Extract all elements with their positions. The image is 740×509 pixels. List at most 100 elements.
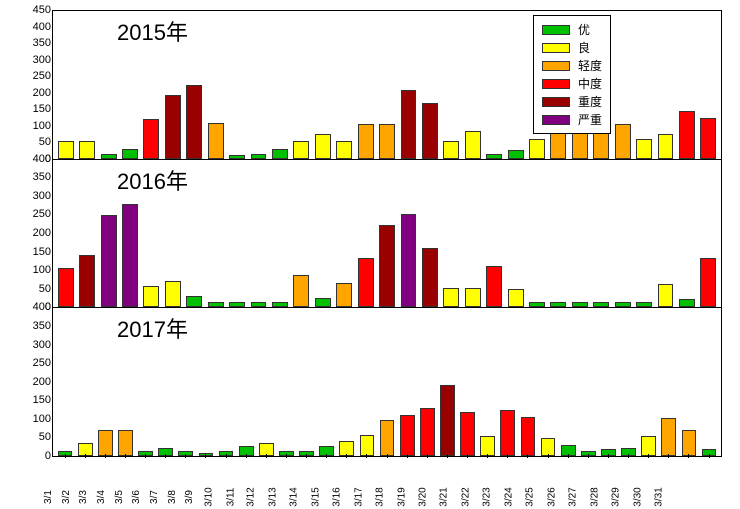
bar-slot	[313, 160, 332, 308]
bar-slot	[96, 308, 114, 456]
bar	[358, 258, 374, 307]
y-tick-label: 400	[11, 22, 51, 33]
legend-swatch	[542, 97, 570, 107]
bar	[143, 286, 159, 307]
bar-slot	[292, 160, 311, 308]
bar	[529, 139, 545, 159]
bar	[122, 149, 138, 159]
air-quality-chart: 0501001502002503003504004502015年优良轻度中度重度…	[10, 10, 730, 499]
y-tick-label: 350	[11, 321, 51, 332]
panel-stack: 0501001502002503003504004502015年优良轻度中度重度…	[52, 10, 722, 457]
bar-slot	[56, 11, 75, 159]
bar	[379, 124, 395, 158]
bar-slot	[656, 160, 675, 308]
bar	[443, 141, 459, 159]
y-tick-label: 300	[11, 191, 51, 202]
y-tick-label: 100	[11, 121, 51, 132]
panel-2: 0501001502002503003504002017年	[52, 307, 722, 457]
legend-label: 中度	[578, 75, 602, 92]
bar-slot	[479, 308, 497, 456]
y-axis-labels: 050100150200250300350400	[11, 302, 51, 462]
bar	[315, 134, 331, 159]
bar	[636, 139, 652, 159]
bar	[58, 141, 74, 159]
bars-area	[53, 308, 721, 456]
y-tick-label: 200	[11, 228, 51, 239]
bar-slot	[418, 308, 436, 456]
y-axis-labels: 050100150200250300350400450	[11, 5, 51, 165]
bar	[98, 430, 113, 456]
bar-slot	[56, 160, 75, 308]
bar-slot	[163, 11, 182, 159]
bar-slot	[570, 160, 589, 308]
y-tick-label: 50	[11, 284, 51, 295]
bar-slot	[356, 160, 375, 308]
bar-slot	[378, 308, 396, 456]
bar-slot	[677, 11, 696, 159]
legend-item: 良	[542, 39, 602, 56]
bar	[358, 124, 374, 158]
bar	[400, 415, 415, 456]
y-tick-label: 150	[11, 395, 51, 406]
y-tick-label: 450	[11, 5, 51, 16]
bar-slot	[298, 308, 316, 456]
bar-slot	[257, 308, 275, 456]
x-ticks	[53, 454, 721, 458]
bar	[79, 255, 95, 308]
bar-slot	[163, 160, 182, 308]
legend-label: 严重	[578, 111, 602, 128]
bar-slot	[539, 308, 557, 456]
bar-slot	[620, 308, 638, 456]
bar	[379, 225, 395, 307]
bar-slot	[318, 308, 336, 456]
y-tick-label: 350	[11, 38, 51, 49]
bar	[422, 248, 438, 307]
bar	[208, 123, 224, 159]
bar-slot	[76, 308, 94, 456]
bar	[118, 430, 133, 456]
x-axis-labels: 3/13/23/33/43/53/63/73/83/93/103/113/123…	[52, 459, 722, 499]
bar	[336, 283, 352, 308]
y-tick-label: 400	[11, 154, 51, 165]
bar-slot	[157, 308, 175, 456]
bar-slot	[120, 160, 139, 308]
bar-slot	[77, 160, 96, 308]
bar-slot	[177, 308, 195, 456]
bar-slot	[592, 160, 611, 308]
bar-slot	[640, 308, 658, 456]
y-tick-label: 250	[11, 358, 51, 369]
y-tick-label: 0	[11, 451, 51, 462]
bar	[700, 118, 716, 159]
bar	[293, 275, 309, 308]
bar	[508, 150, 524, 158]
bar-slot	[277, 308, 295, 456]
legend-item: 严重	[542, 111, 602, 128]
bar-slot	[270, 11, 289, 159]
bar	[422, 103, 438, 159]
legend-label: 重度	[578, 93, 602, 110]
bar-slot	[358, 308, 376, 456]
y-tick-label: 200	[11, 377, 51, 388]
bar-slot	[442, 11, 461, 159]
bar-slot	[634, 160, 653, 308]
bar-slot	[99, 11, 118, 159]
bar-slot	[206, 11, 225, 159]
bar-slot	[197, 308, 215, 456]
bar	[58, 268, 74, 307]
bar-slot	[506, 11, 525, 159]
bar-slot	[399, 11, 418, 159]
bar	[679, 299, 695, 307]
legend-item: 轻度	[542, 57, 602, 74]
bar-slot	[613, 11, 632, 159]
bar	[293, 141, 309, 159]
bar-slot	[249, 160, 268, 308]
legend-label: 优	[578, 21, 590, 38]
bar	[336, 141, 352, 159]
bar-slot	[237, 308, 255, 456]
bar	[165, 95, 181, 159]
bar-slot	[699, 160, 718, 308]
bar-slot	[249, 11, 268, 159]
bar	[443, 288, 459, 308]
y-tick-label: 350	[11, 172, 51, 183]
legend-label: 良	[578, 39, 590, 56]
